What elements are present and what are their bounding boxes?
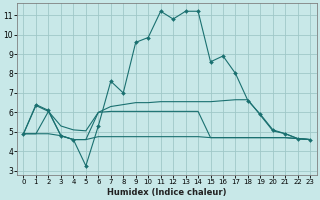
X-axis label: Humidex (Indice chaleur): Humidex (Indice chaleur) bbox=[107, 188, 227, 197]
